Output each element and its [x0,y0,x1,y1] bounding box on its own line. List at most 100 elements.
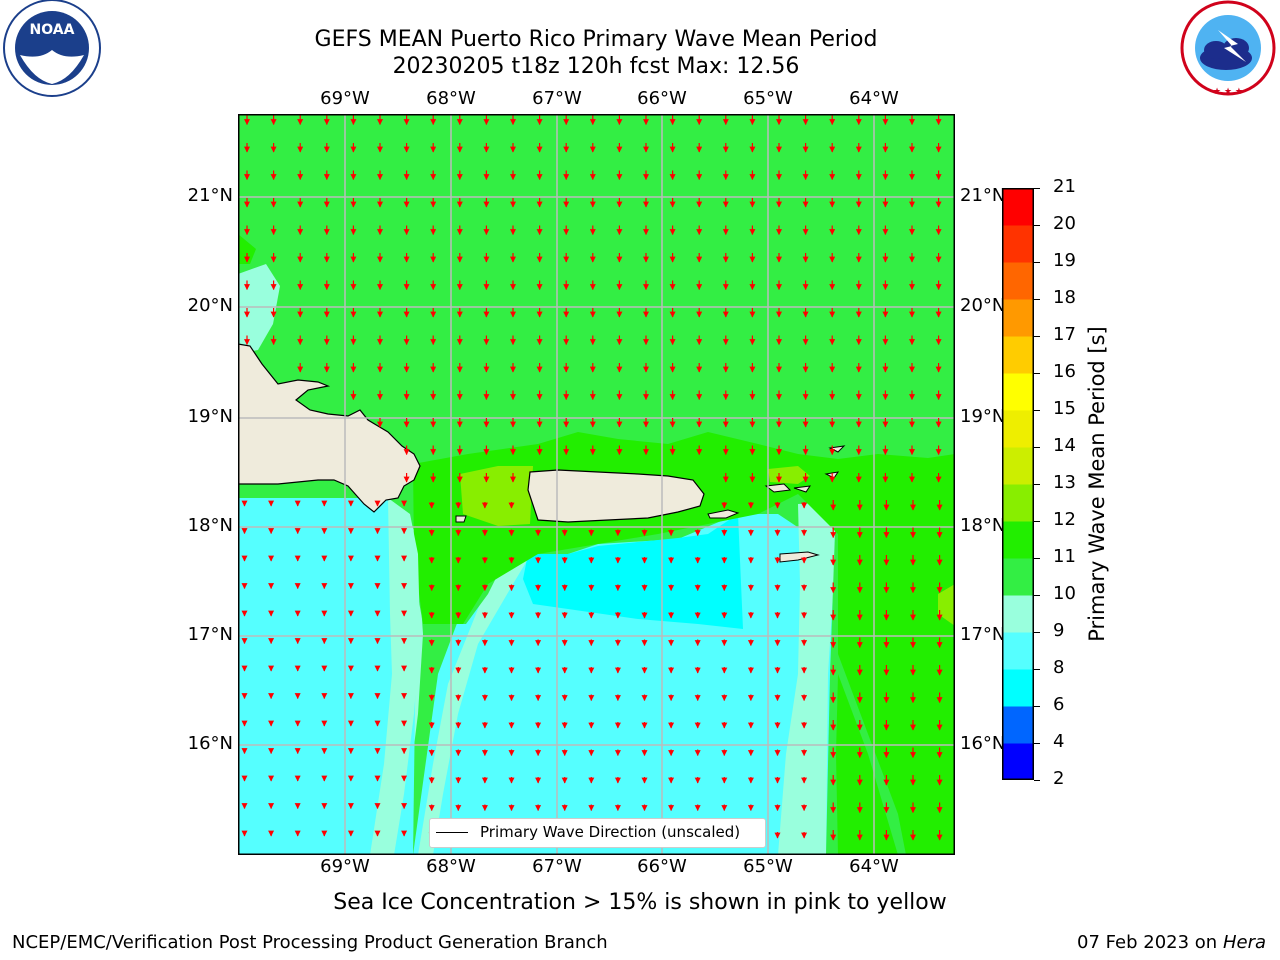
colorbar-tick-mark [1034,631,1040,633]
colorbar-segment [1002,484,1034,522]
colorbar-tick-mark [1034,483,1040,485]
lon-label-top: 66°W [637,88,687,109]
lon-label-bottom: 68°W [426,856,476,877]
colorbar-tick-mark [1034,372,1040,374]
nws-logo: ★ ★ ★ [1176,0,1280,100]
colorbar-tick-label: 2 [1053,768,1065,789]
colorbar-tick-mark [1034,335,1040,337]
colorbar-segment [1002,410,1034,448]
colorbar-tick-mark [1034,261,1040,263]
colorbar-tick-label: 20 [1053,213,1076,234]
colorbar-segment [1002,225,1034,263]
colorbar-tick-mark [1034,187,1040,189]
colorbar-segment [1002,299,1034,337]
footer-date-text: 07 Feb 2023 on [1077,932,1218,953]
lon-label-top: 67°W [532,88,582,109]
colorbar-tick-mark [1034,557,1040,559]
colorbar-tick-mark [1034,298,1040,300]
mona-island [455,515,467,523]
legend-line-swatch [436,832,468,833]
lon-label-top: 65°W [743,88,793,109]
legend-label: Primary Wave Direction (unscaled) [480,823,741,841]
colorbar-tick-label: 19 [1053,250,1076,271]
colorbar-border [1002,188,1034,780]
lat-label-right: 17°N [960,624,1006,645]
colorbar-segment [1002,373,1034,411]
colorbar-tick-mark [1034,742,1040,744]
colorbar-segment [1002,188,1034,226]
colorbar-tick-mark [1034,224,1040,226]
colorbar-segment [1002,706,1034,744]
lon-label-top: 68°W [426,88,476,109]
colorbar-tick-mark [1034,594,1040,596]
lat-label-left: 21°N [187,185,233,206]
lon-label-top: 64°W [849,88,899,109]
colorbar-tick-label: 13 [1053,472,1076,493]
svg-text:★ ★ ★: ★ ★ ★ [1213,87,1243,97]
colorbar-tick-label: 11 [1053,546,1076,567]
colorbar-tick-label: 14 [1053,435,1076,456]
period-9-10-band-east [778,502,836,855]
colorbar-tick-label: 15 [1053,398,1076,419]
colorbar-tick-mark [1034,446,1040,448]
colorbar-tick-label: 21 [1053,176,1076,197]
colorbar-segment [1002,336,1034,374]
puerto-rico-land [527,469,705,523]
sea-ice-note: Sea Ice Concentration > 15% is shown in … [333,890,947,915]
lat-label-right: 20°N [960,295,1006,316]
colorbar-tick-label: 12 [1053,509,1076,530]
colorbar-tick-mark [1034,779,1040,781]
lat-label-left: 20°N [187,295,233,316]
period-11-12-field [413,432,955,855]
colorbar-tick-label: 8 [1053,657,1065,678]
period-6-8-patch [523,514,743,629]
chart-subtitle: 20230205 t18z 120h fcst Max: 12.56 [392,54,800,79]
colorbar-tick-label: 18 [1053,287,1076,308]
colorbar-label: Primary Wave Mean Period [s] [1085,326,1109,642]
lon-label-bottom: 66°W [637,856,687,877]
noaa-logo-text: NOAA [30,22,75,38]
colorbar [1002,188,1034,780]
colorbar-segment [1002,521,1034,559]
colorbar-tick-label: 10 [1053,583,1076,604]
lon-label-bottom: 64°W [849,856,899,877]
period-11-12-se [836,674,898,855]
colorbar-segment [1002,595,1034,633]
colorbar-tick-mark [1034,705,1040,707]
vieques-island [707,509,740,519]
colorbar-tick-mark [1034,409,1040,411]
colorbar-segment [1002,262,1034,300]
colorbar-segment [1002,669,1034,707]
lat-label-right: 18°N [960,515,1006,536]
noaa-logo: NOAA [0,0,104,100]
colorbar-tick-label: 9 [1053,620,1065,641]
period-11-12-nw [238,234,256,264]
colorbar-segment [1002,558,1034,596]
footer-date: 07 Feb 2023 on Hera [1077,932,1266,953]
lat-label-left: 19°N [187,406,233,427]
footer-credit: NCEP/EMC/Verification Post Processing Pr… [12,932,608,953]
colorbar-segment [1002,743,1034,780]
lat-label-right: 16°N [960,733,1006,754]
colorbar-tick-label: 16 [1053,361,1076,382]
colorbar-segment [1002,632,1034,670]
lat-label-left: 17°N [187,624,233,645]
colorbar-segment [1002,447,1034,485]
lon-label-bottom: 65°W [743,856,793,877]
virgin-islands [764,445,846,493]
lat-label-left: 16°N [187,733,233,754]
chart-title: GEFS MEAN Puerto Rico Primary Wave Mean … [314,27,878,52]
colorbar-tick-label: 4 [1053,731,1065,752]
lat-label-right: 19°N [960,406,1006,427]
lon-label-top: 69°W [320,88,370,109]
wave-period-map [238,114,955,855]
lon-label-bottom: 69°W [320,856,370,877]
lat-label-right: 21°N [960,185,1006,206]
colorbar-tick-mark [1034,520,1040,522]
lon-label-bottom: 67°W [532,856,582,877]
colorbar-tick-label: 6 [1053,694,1065,715]
colorbar-tick-mark [1034,668,1040,670]
footer-machine: Hera [1222,932,1266,953]
lat-label-left: 18°N [187,515,233,536]
map-legend: Primary Wave Direction (unscaled) [429,818,766,848]
